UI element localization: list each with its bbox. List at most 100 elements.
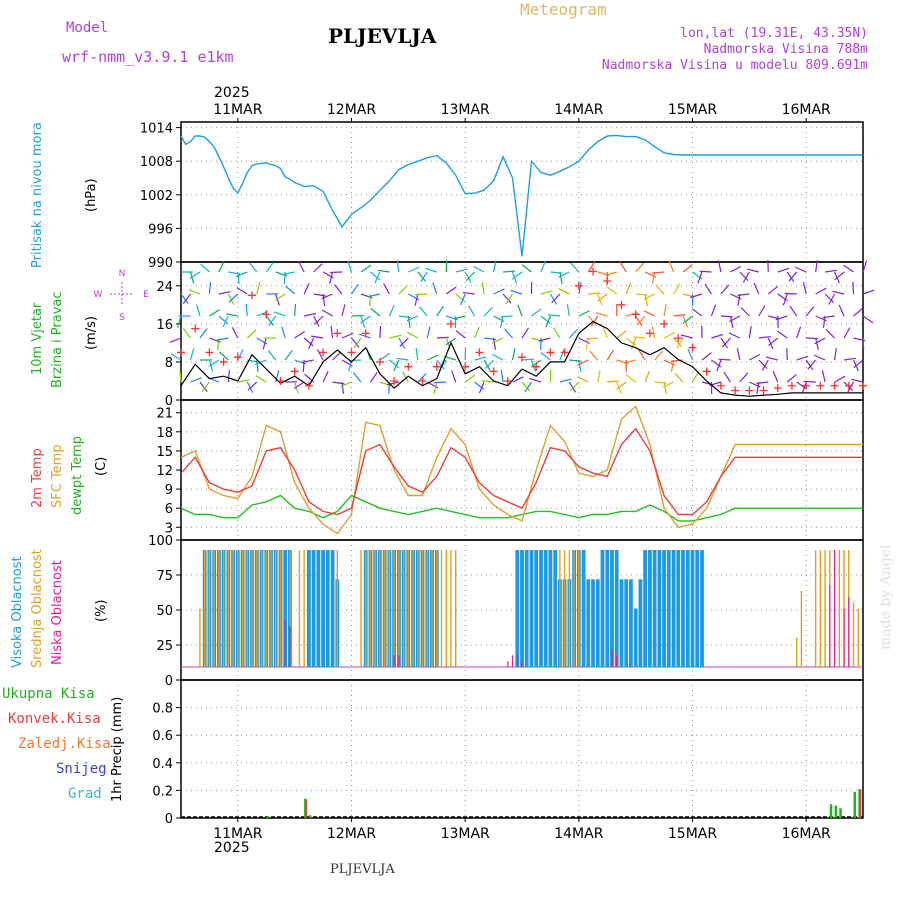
wind-arrow (455, 268, 468, 273)
panel-frame (180, 121, 864, 263)
wind-arrow (341, 332, 354, 339)
wind-arrow (293, 381, 305, 390)
wind-speed-line (180, 320, 863, 397)
wind-arrow (691, 371, 700, 383)
gust-mark (276, 376, 285, 385)
cloud-bar-mid (819, 550, 822, 667)
wind-arrow (635, 315, 643, 327)
wind-arrow (673, 337, 683, 348)
gust-mark (503, 376, 512, 385)
wind-arrow (545, 315, 551, 328)
precip-bar-total (853, 791, 856, 818)
gust-mark (219, 357, 228, 366)
precip-bar-convective (859, 790, 862, 818)
wind-arrow (273, 311, 286, 317)
wind-arrow (630, 337, 637, 350)
wind-arrow (396, 260, 400, 273)
wind-arrow (347, 260, 353, 273)
wind-arrow (341, 304, 346, 317)
wind-arrow (218, 291, 231, 295)
cloud-bar-high (529, 550, 534, 667)
cloud-bar-high (629, 579, 633, 668)
y-tick-label: 15 (156, 445, 173, 460)
wind-arrow (329, 271, 334, 284)
wind-arrow (408, 266, 420, 273)
cloud-bar-high (553, 550, 558, 667)
wind-arrow (558, 271, 570, 278)
wind-arrow (699, 270, 712, 273)
cloud-bar-mid (578, 550, 580, 667)
wind-arrow (568, 328, 578, 339)
wind-arrow (578, 359, 582, 372)
wind-arrow (623, 359, 636, 364)
gust-mark (333, 329, 342, 338)
gust-mark (731, 386, 740, 395)
wind-arrow (462, 291, 475, 295)
wind-arrow (578, 310, 590, 317)
wind-arrow (551, 293, 561, 304)
wind-arrow (503, 270, 516, 273)
cloud-bar-high (520, 550, 524, 667)
wind-arrow (796, 326, 802, 339)
wind-arrow (468, 305, 476, 317)
day-label-top: 15MAR (668, 102, 717, 118)
gust-mark (702, 367, 711, 376)
wind-arrow (245, 304, 248, 317)
wind-arrow (577, 376, 589, 383)
year-label-bottom: 2025 (214, 840, 250, 856)
cloud-bar-high (330, 550, 335, 667)
day-label-bottom: 11MAR (213, 826, 262, 842)
wind-arrow (853, 359, 864, 369)
gust-mark (603, 277, 612, 286)
wind-arrow (236, 287, 248, 295)
gust-mark (688, 343, 697, 352)
wind-arrow (177, 315, 182, 328)
wind-arrow (196, 304, 201, 317)
y-tick-label: 990 (148, 256, 173, 271)
cloud-bar-mid (199, 608, 201, 667)
wind-arrow (332, 351, 342, 361)
wind-arrow (531, 308, 542, 317)
cloud-bar-mid (289, 550, 291, 667)
wind-arrow (294, 381, 299, 394)
wind-arrow (521, 358, 535, 361)
precip-bar-total (834, 805, 838, 818)
gust-mark (489, 367, 498, 376)
cloud-bar-mid (440, 550, 443, 667)
y-tick-label: 1014 (140, 122, 173, 137)
wind-arrow (802, 282, 807, 295)
cloud-bar-mid (303, 550, 305, 667)
wind-arrow (595, 312, 608, 317)
wind-arrow (815, 337, 819, 350)
cloud-bar-mid (383, 550, 386, 667)
wind-arrow (670, 359, 675, 372)
wind-arrow (436, 359, 445, 370)
wind-arrow (668, 260, 675, 273)
wind-arrow (691, 308, 703, 317)
wind-arrow (473, 265, 485, 273)
gust-mark (347, 348, 356, 357)
gust-mark (759, 386, 768, 395)
temp2m-label: 2m Temp (30, 448, 45, 508)
wind-arrow (822, 315, 835, 319)
wind-arrow (825, 269, 838, 273)
cloud-bar-mid (237, 550, 239, 667)
wind-arrow (736, 348, 741, 361)
cloud-bar-low (284, 620, 286, 667)
wind-arrow (436, 336, 449, 339)
wind-arrow (330, 326, 334, 339)
wind-arrow (538, 337, 551, 342)
wind-arrow (540, 352, 551, 361)
wind-arrow (540, 315, 551, 324)
gust-mark (645, 329, 654, 338)
wind-arrow (606, 349, 615, 361)
cloud-bar-mid (298, 550, 301, 667)
cloud-bar-high (605, 550, 610, 667)
wind-arrow (353, 337, 362, 349)
gust-mark (361, 329, 370, 338)
cloud-bar-high (676, 550, 681, 667)
wind-arrow (453, 315, 466, 320)
cloud-bar-high (666, 550, 671, 667)
wind-arrow (777, 330, 788, 339)
cloud-bar-high (695, 550, 700, 667)
